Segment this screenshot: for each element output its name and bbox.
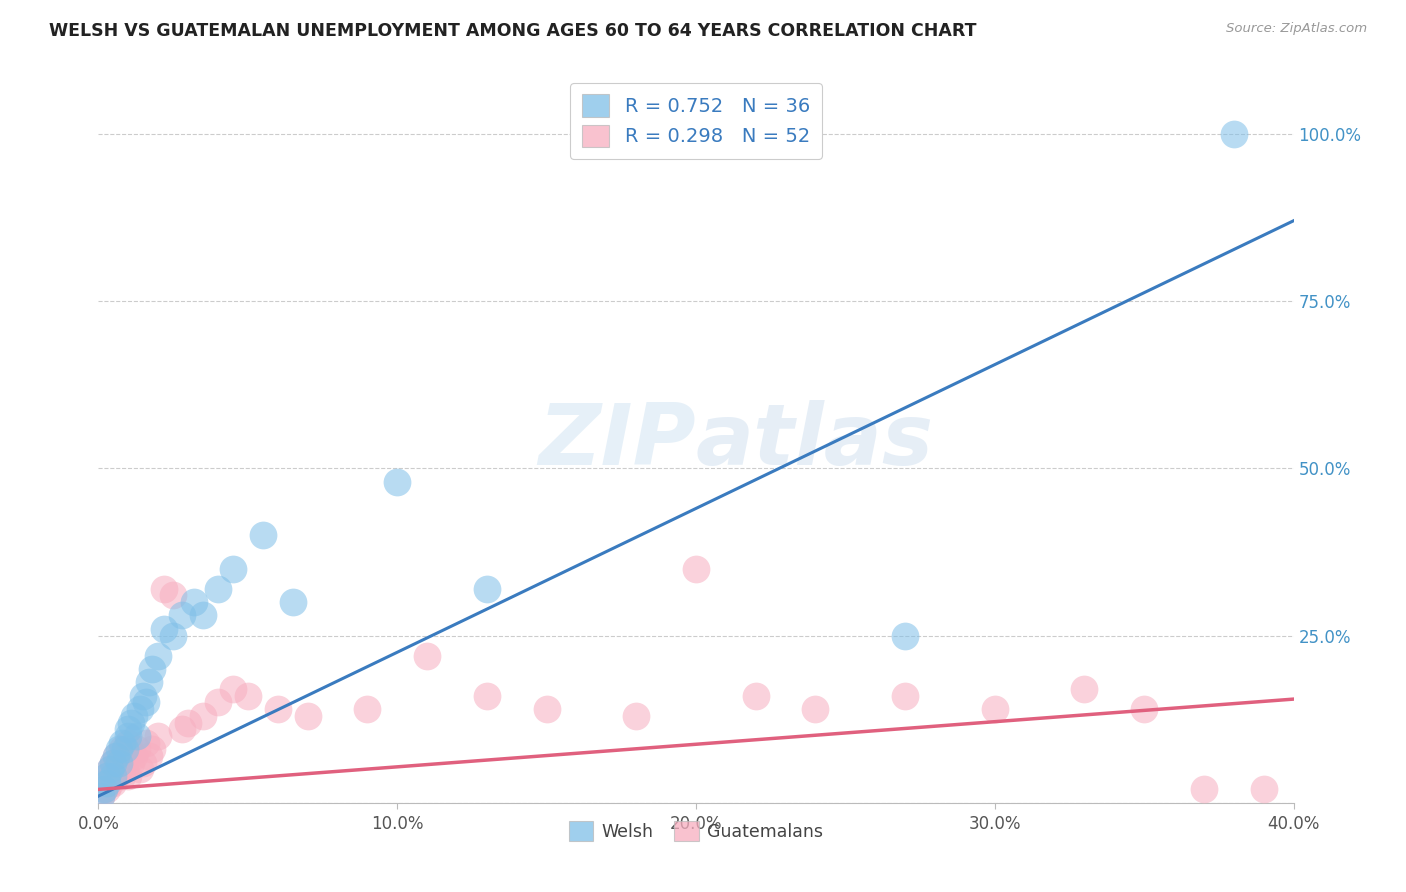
Point <box>124 749 146 764</box>
Point <box>93 782 115 797</box>
Point <box>141 742 163 756</box>
Point <box>96 769 118 783</box>
Point <box>108 756 131 770</box>
Point <box>626 708 648 723</box>
Point <box>108 756 131 770</box>
Point <box>135 696 157 710</box>
Point <box>105 749 128 764</box>
Legend: Welsh, Guatemalans: Welsh, Guatemalans <box>561 814 831 848</box>
Point <box>129 762 152 776</box>
Point <box>1073 681 1095 696</box>
Point <box>98 776 122 790</box>
Point <box>103 756 125 770</box>
Point <box>108 742 131 756</box>
Point <box>114 742 136 756</box>
Point <box>132 756 155 770</box>
Point <box>685 562 707 576</box>
Point <box>475 689 498 703</box>
Point <box>183 595 205 609</box>
Point <box>222 562 245 576</box>
Point <box>96 782 118 797</box>
Text: ZIP: ZIP <box>538 400 696 483</box>
Point <box>297 708 319 723</box>
Point <box>745 689 768 703</box>
Point <box>804 702 827 716</box>
Point <box>129 702 152 716</box>
Point <box>93 782 115 797</box>
Point <box>1133 702 1156 716</box>
Point <box>385 475 409 489</box>
Point <box>135 735 157 749</box>
Point <box>177 715 200 730</box>
Point <box>191 708 214 723</box>
Point <box>132 689 155 703</box>
Point <box>894 628 917 642</box>
Point <box>117 769 139 783</box>
Point <box>105 749 128 764</box>
Point <box>153 582 176 596</box>
Point <box>120 756 142 770</box>
Point <box>207 696 229 710</box>
Point <box>191 608 214 623</box>
Point <box>536 702 558 716</box>
Point <box>207 582 229 596</box>
Text: WELSH VS GUATEMALAN UNEMPLOYMENT AMONG AGES 60 TO 64 YEARS CORRELATION CHART: WELSH VS GUATEMALAN UNEMPLOYMENT AMONG A… <box>49 22 977 40</box>
Point <box>141 662 163 676</box>
Point <box>108 762 131 776</box>
Point <box>127 742 149 756</box>
Point <box>267 702 290 716</box>
Point <box>416 648 439 663</box>
Point <box>96 776 118 790</box>
Point <box>172 723 194 737</box>
Point <box>114 749 136 764</box>
Point <box>111 769 134 783</box>
Point <box>117 723 139 737</box>
Point <box>127 729 149 743</box>
Point <box>356 702 378 716</box>
Point <box>162 589 184 603</box>
Point <box>111 735 134 749</box>
Point <box>138 749 160 764</box>
Point <box>98 762 122 776</box>
Point <box>98 762 122 776</box>
Point <box>1223 127 1246 141</box>
Point <box>138 675 160 690</box>
Point <box>117 729 139 743</box>
Point <box>281 595 304 609</box>
Point <box>475 582 498 596</box>
Point <box>153 622 176 636</box>
Point <box>117 735 139 749</box>
Point <box>148 648 170 663</box>
Point <box>162 628 184 642</box>
Point <box>93 776 115 790</box>
Point <box>124 708 146 723</box>
Point <box>252 528 274 542</box>
Point <box>984 702 1007 716</box>
Text: Source: ZipAtlas.com: Source: ZipAtlas.com <box>1226 22 1367 36</box>
Point <box>148 729 170 743</box>
Point <box>172 608 194 623</box>
Point <box>114 762 136 776</box>
Point <box>96 769 118 783</box>
Point <box>1253 782 1275 797</box>
Point <box>103 776 125 790</box>
Point <box>222 681 245 696</box>
Point <box>103 769 125 783</box>
Point <box>236 689 259 703</box>
Point <box>103 756 125 770</box>
Point <box>894 689 917 703</box>
Text: atlas: atlas <box>696 400 934 483</box>
Point <box>1192 782 1215 797</box>
Point <box>90 789 112 804</box>
Point <box>90 789 112 804</box>
Point <box>120 715 142 730</box>
Point <box>111 742 134 756</box>
Point <box>105 769 128 783</box>
